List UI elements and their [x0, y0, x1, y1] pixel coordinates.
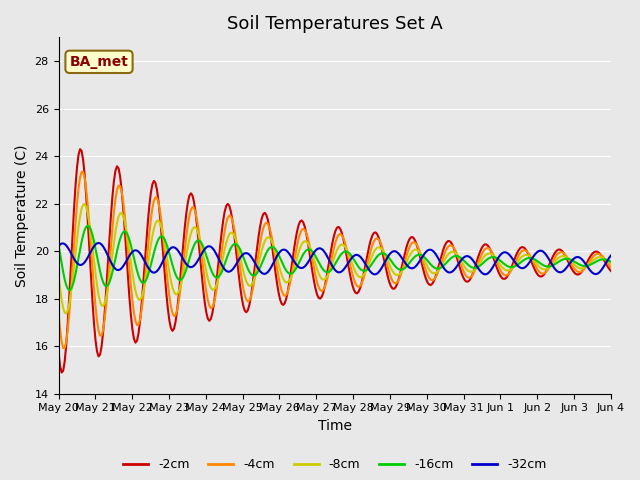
Line: -2cm: -2cm: [58, 149, 611, 372]
-8cm: [241, 274, 248, 279]
-2cm: [54, 349, 62, 355]
-8cm: [54, 271, 62, 277]
-32cm: [298, 265, 305, 271]
-8cm: [300, 240, 307, 245]
-8cm: [125, 248, 133, 253]
-16cm: [54, 242, 62, 248]
-4cm: [241, 292, 248, 298]
-8cm: [81, 201, 88, 207]
Legend: -2cm, -4cm, -8cm, -16cm, -32cm: -2cm, -4cm, -8cm, -16cm, -32cm: [118, 453, 552, 476]
-16cm: [223, 257, 230, 263]
-4cm: [61, 345, 68, 351]
X-axis label: Time: Time: [317, 419, 352, 433]
-32cm: [221, 266, 228, 272]
-2cm: [76, 146, 84, 152]
-16cm: [250, 273, 258, 278]
-32cm: [54, 243, 62, 249]
-8cm: [62, 311, 70, 316]
-16cm: [84, 223, 92, 228]
-2cm: [223, 203, 230, 209]
-32cm: [239, 252, 247, 257]
-2cm: [607, 268, 615, 274]
-2cm: [58, 370, 65, 375]
Line: -32cm: -32cm: [58, 243, 611, 274]
-4cm: [250, 280, 258, 286]
-16cm: [65, 288, 73, 293]
-4cm: [54, 309, 62, 314]
-32cm: [248, 256, 256, 262]
-16cm: [607, 259, 615, 264]
-2cm: [125, 293, 133, 299]
-16cm: [241, 258, 248, 264]
-4cm: [300, 226, 307, 232]
Line: -16cm: -16cm: [58, 226, 611, 290]
-8cm: [579, 265, 587, 271]
-8cm: [223, 240, 230, 246]
Title: Soil Temperatures Set A: Soil Temperatures Set A: [227, 15, 443, 33]
-4cm: [223, 220, 230, 226]
-32cm: [579, 258, 587, 264]
-4cm: [125, 265, 133, 271]
-32cm: [481, 271, 488, 277]
-16cm: [125, 237, 133, 242]
-16cm: [300, 252, 307, 257]
-16cm: [579, 263, 587, 269]
Y-axis label: Soil Temperature (C): Soil Temperature (C): [15, 144, 29, 287]
-32cm: [95, 240, 102, 246]
-2cm: [241, 308, 248, 313]
-4cm: [78, 169, 86, 175]
-2cm: [250, 271, 258, 277]
-32cm: [124, 255, 132, 261]
-32cm: [607, 252, 615, 258]
-4cm: [579, 267, 587, 273]
Line: -4cm: -4cm: [58, 172, 611, 348]
Line: -8cm: -8cm: [58, 204, 611, 313]
Text: BA_met: BA_met: [70, 55, 129, 69]
-8cm: [250, 277, 258, 283]
-4cm: [607, 264, 615, 270]
-2cm: [300, 219, 307, 225]
-8cm: [607, 261, 615, 267]
-2cm: [579, 267, 587, 273]
